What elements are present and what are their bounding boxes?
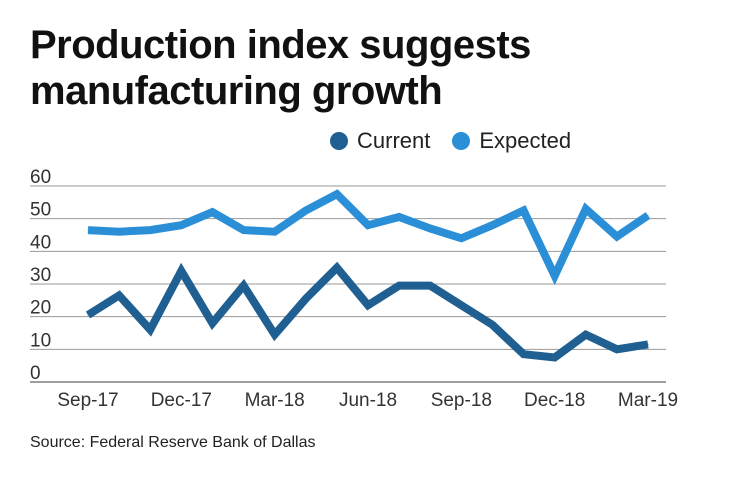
data-point-current-feb-18 [243,285,245,287]
data-point-current-mar-19 [647,343,649,345]
legend-marker-expected [452,132,471,150]
y-tick-label-20: 20 [30,298,51,319]
y-tick-label-40: 40 [30,232,51,253]
x-tick-label-mar-18: Mar-18 [245,390,305,411]
data-point-current-oct-18 [491,324,493,326]
y-tick-label-30: 30 [30,265,51,286]
data-point-current-dec-18 [554,357,556,358]
data-point-expected-may-18 [336,193,338,195]
data-point-expected-mar-19 [647,214,649,216]
y-tick-label-50: 50 [30,200,51,221]
y-tick-label-10: 10 [30,330,51,351]
data-point-expected-apr-18 [305,210,307,211]
data-point-current-apr-18 [305,298,307,300]
data-point-current-jun-18 [367,304,369,306]
data-point-expected-nov-18 [523,210,525,211]
source-note: Source: Federal Reserve Bank of Dallas [30,434,316,451]
x-tick-label-sep-18: Sep-18 [431,390,492,411]
data-point-current-feb-19 [616,348,618,350]
data-point-current-oct-17 [118,294,120,296]
data-point-expected-jan-18 [211,211,213,213]
data-point-expected-nov-17 [149,229,151,231]
data-point-expected-feb-18 [243,229,245,231]
legend-label-expected: Expected [479,128,572,153]
data-point-expected-oct-18 [491,224,493,226]
data-point-expected-sep-18 [460,237,462,239]
x-tick-label-mar-19: Mar-19 [618,390,678,411]
data-point-current-sep-17 [87,314,89,316]
legend-item-current: Current [330,128,430,154]
y-tick-label-0: 0 [30,363,41,384]
x-tick-label-dec-17: Dec-17 [151,390,212,411]
data-point-expected-mar-18 [274,231,276,233]
data-point-current-dec-17 [180,270,182,272]
data-point-current-jan-19 [585,334,587,336]
data-point-current-mar-18 [274,334,276,336]
legend-marker-current [330,132,348,150]
chart-title-line-1: Production index suggests [30,23,531,67]
data-point-expected-oct-17 [118,231,120,233]
data-point-current-nov-18 [523,353,525,355]
data-point-expected-jul-18 [398,216,400,218]
data-point-current-may-18 [336,267,338,269]
series-line-expected [87,189,651,286]
y-tick-label-60: 60 [30,167,51,188]
x-tick-label-jun-18: Jun-18 [339,390,397,411]
data-point-current-nov-17 [149,329,151,331]
data-point-expected-feb-19 [616,236,618,238]
data-point-expected-sep-17 [87,229,89,231]
data-point-current-jan-18 [211,322,213,324]
series-line-current [85,261,649,362]
data-point-expected-aug-18 [429,227,431,229]
data-point-expected-dec-17 [180,224,182,226]
x-tick-label-sep-17: Sep-17 [57,390,118,411]
data-point-current-aug-18 [429,285,431,287]
chart-title-line-2: manufacturing growth [30,69,443,113]
legend-label-current: Current [357,128,431,153]
chart-legend: Current Expected [330,126,593,156]
data-point-current-jul-18 [398,285,400,287]
chart-title: Production index suggests manufacturing … [30,22,720,114]
data-point-expected-jun-18 [367,224,369,226]
data-point-expected-jan-19 [585,208,587,210]
data-point-current-sep-18 [460,304,462,306]
data-point-expected-dec-18 [554,275,556,277]
legend-item-expected: Expected [452,128,571,154]
x-tick-label-dec-18: Dec-18 [524,390,585,411]
